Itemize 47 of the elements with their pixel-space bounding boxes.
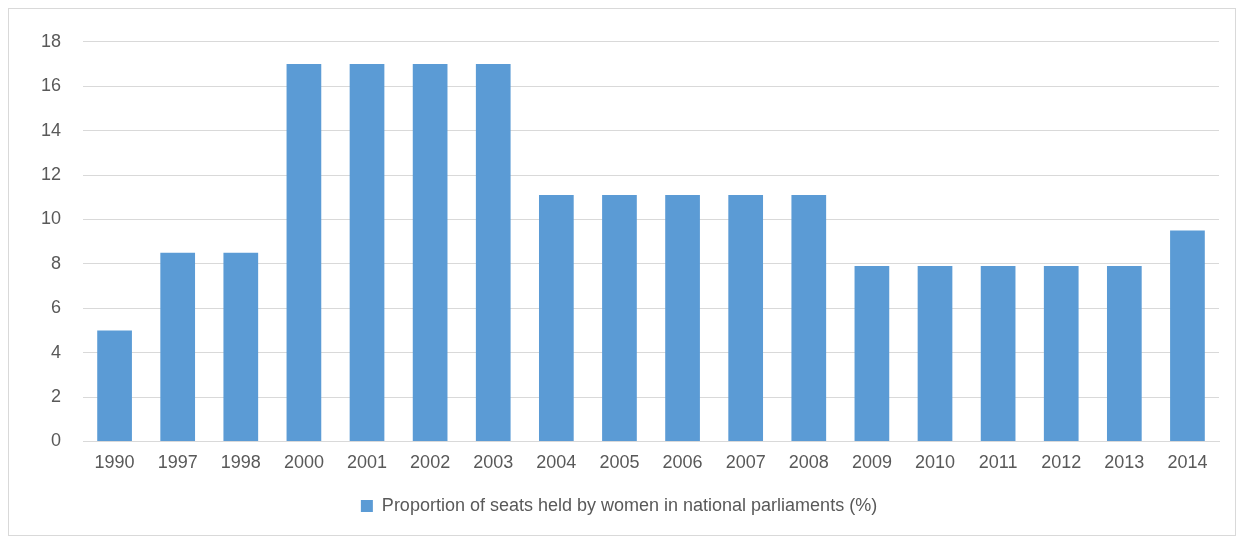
- x-tick-label: 2008: [788, 452, 829, 473]
- x-tick-label: 2006: [662, 452, 703, 473]
- x-tick-label: 2009: [851, 452, 892, 473]
- x-tick-label: 2012: [1041, 452, 1082, 473]
- x-tick-label: 2002: [410, 452, 451, 473]
- bar: [854, 266, 890, 441]
- bar: [412, 64, 448, 441]
- y-tick-label: 16: [40, 75, 62, 96]
- x-tick-label: 1990: [94, 452, 135, 473]
- bar: [665, 194, 700, 441]
- x-tick-label: 2013: [1104, 452, 1145, 473]
- x-tick-label: 2001: [346, 452, 388, 473]
- legend-label: Proportion of seats held by women in national parliaments (%): [381, 494, 878, 515]
- x-tick-label: 2011: [978, 452, 1018, 473]
- bar: [286, 64, 322, 441]
- x-tick-label: 2007: [725, 452, 766, 473]
- bar: [538, 194, 574, 441]
- bar: [1106, 266, 1142, 441]
- y-tick-label: 2: [51, 385, 62, 406]
- bar: [980, 266, 1016, 441]
- bar: [349, 64, 385, 441]
- x-tick-label: 2004: [536, 452, 577, 473]
- bar: [602, 194, 637, 441]
- x-tick-label: 1998: [220, 452, 261, 473]
- y-tick-label: 4: [51, 341, 62, 362]
- bar: [917, 266, 953, 441]
- y-tick-label: 0: [51, 430, 62, 451]
- x-tick-label: 2005: [599, 452, 640, 473]
- bar: [160, 252, 196, 441]
- bar: [475, 64, 511, 441]
- x-tick-label: 2000: [283, 452, 324, 473]
- x-tick-label: 2014: [1167, 452, 1208, 473]
- bar: [1043, 266, 1079, 441]
- bar: [791, 194, 827, 441]
- x-tick-label: 1997: [157, 452, 198, 473]
- bar: [1170, 230, 1205, 441]
- x-tick-label: 2010: [914, 452, 956, 473]
- x-tick-label: 2003: [473, 452, 514, 473]
- y-tick-label: 10: [40, 208, 62, 229]
- y-tick-label: 14: [40, 119, 62, 140]
- y-tick-label: 6: [51, 297, 62, 318]
- bar: [728, 194, 764, 441]
- y-tick-label: 8: [51, 252, 62, 273]
- y-tick-label: 18: [40, 30, 62, 51]
- y-tick-label: 12: [40, 163, 62, 184]
- bar: [223, 252, 259, 441]
- bar: [97, 330, 132, 441]
